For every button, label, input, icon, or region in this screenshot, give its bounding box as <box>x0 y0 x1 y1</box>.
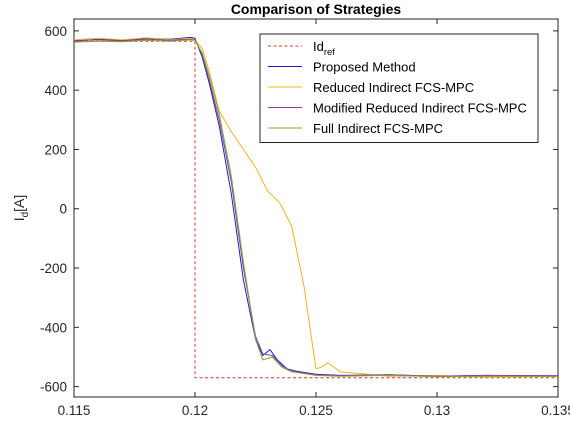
legend-label-main: Full Indirect FCS-MPC <box>313 121 443 136</box>
legend-label: Full Indirect FCS-MPC <box>313 121 443 136</box>
y-tick-label: 400 <box>44 83 67 98</box>
legend: Idref Proposed Method Reduced Indirect FCS… <box>259 33 539 143</box>
legend-label: Reduced Indirect FCS-MPC <box>313 80 474 95</box>
legend-label: Proposed Method <box>313 60 416 75</box>
x-tick-label: 0.12 <box>182 403 208 418</box>
series-line-3 <box>73 38 559 377</box>
x-tick-label: 0.135 <box>541 403 570 418</box>
y-tick-label: 200 <box>44 142 67 157</box>
series-lines <box>73 36 559 379</box>
chart-title: Comparison of Strategies <box>231 1 402 17</box>
legend-label-main: Id <box>313 39 324 54</box>
x-tick-label: 0.115 <box>58 403 91 418</box>
series-line-4 <box>73 39 559 378</box>
y-axis-label: Id[A] <box>11 195 31 222</box>
y-tick-label: -200 <box>40 261 67 276</box>
legend-label-main: Proposed Method <box>313 60 416 75</box>
y-axis: -600 -400 -200 0 200 400 600 <box>40 24 558 395</box>
series-line-2 <box>73 37 559 378</box>
legend-label-main: Modified Reduced Indirect FCS-MPC <box>313 101 527 116</box>
legend-label: Modified Reduced Indirect FCS-MPC <box>313 101 527 116</box>
y-axis-label-subscript: d <box>20 212 31 218</box>
legend-label-main: Reduced Indirect FCS-MPC <box>313 80 474 95</box>
y-tick-label: 0 <box>59 202 67 217</box>
y-tick-label: -600 <box>40 380 67 395</box>
legend-label: Idref <box>313 39 335 58</box>
legend-box <box>259 33 539 143</box>
y-axis-label-main: I <box>11 217 27 221</box>
legend-label-subscript: ref <box>324 47 335 58</box>
x-axis: 0.115 0.12 0.125 0.13 0.135 <box>58 19 570 418</box>
x-tick-label: 0.125 <box>299 403 333 418</box>
y-axis-label-unit: [A] <box>11 195 27 212</box>
y-tick-label: 600 <box>44 24 67 39</box>
x-tick-label: 0.13 <box>424 403 450 418</box>
y-tick-label: -400 <box>40 320 67 335</box>
